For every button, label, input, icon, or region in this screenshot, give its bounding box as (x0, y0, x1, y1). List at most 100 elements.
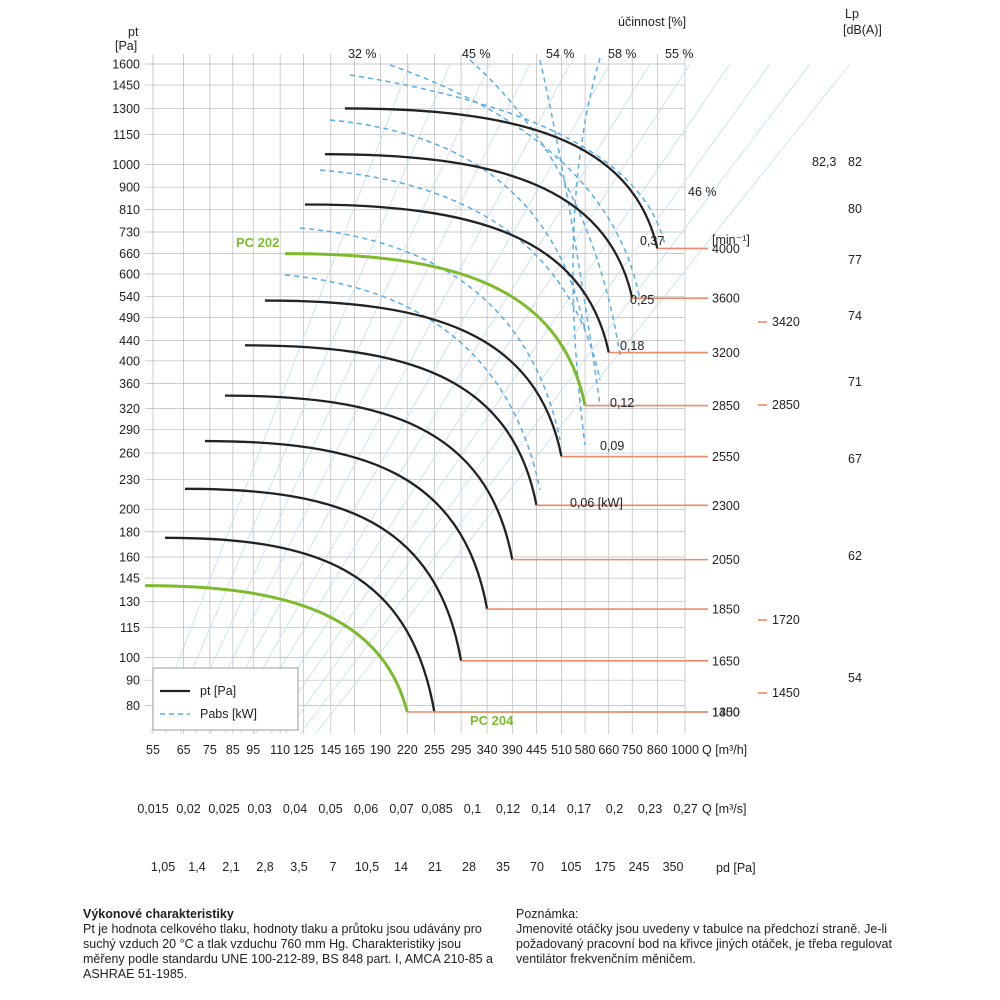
power-label: 0,06 [kW] (570, 496, 623, 510)
speed-label: 3200 (712, 346, 740, 360)
flow-s-tick: 0,04 (283, 802, 307, 816)
flow-h-tick: 445 (526, 743, 547, 757)
flow-h-tick: 1000 (671, 743, 699, 757)
dynamic-tick: 175 (595, 860, 616, 874)
noise-marker: 82,3 (812, 155, 836, 169)
dynamic-tick: 1,05 (151, 860, 175, 874)
pt-curve (204, 439, 489, 610)
dynamic-tick: 105 (561, 860, 582, 874)
y-tick-label: 440 (119, 334, 140, 348)
flow-s-tick: 0,12 (496, 802, 520, 816)
noise-value: 67 (848, 452, 862, 466)
efficiency-inner-label: 46 % (688, 185, 717, 199)
flow-h-tick: 145 (320, 743, 341, 757)
efficiency-curve (389, 64, 641, 301)
flow-s-tick: 0,07 (389, 802, 413, 816)
pt-curve (184, 487, 463, 662)
system-line (239, 63, 651, 735)
y-tick-label: 115 (120, 621, 140, 635)
speed-label: 1450 (712, 706, 740, 720)
speed-unit-label: [min⁻¹] (712, 233, 750, 247)
y-tick-label: 490 (119, 311, 140, 325)
flow-h-tick: 125 (293, 743, 314, 757)
y-tick-label: 1450 (112, 79, 140, 93)
y-tick-label: 290 (119, 423, 140, 437)
efficiency-label: 45 % (462, 47, 491, 61)
noise-value: 54 (848, 671, 862, 685)
flow-s-tick: 0,03 (247, 802, 271, 816)
legend-box (152, 667, 299, 731)
pt-curve (244, 344, 538, 506)
flow-s-tick: 0,17 (567, 802, 591, 816)
flow-s-tick: 0,02 (176, 802, 200, 816)
flow-s-tick: 0,2 (606, 802, 623, 816)
intermediate-speed-label: 1720 (772, 613, 800, 627)
flow-s-tick: 0,14 (531, 802, 555, 816)
y-tick-label: 1300 (112, 102, 140, 116)
y-tick-label: 810 (119, 203, 140, 217)
dynamic-tick: 2,1 (222, 860, 239, 874)
efficiency-axis-label: účinnost [%] (618, 15, 686, 29)
y-tick-label: 145 (119, 572, 140, 586)
remark-title: Poznámka: (516, 907, 579, 921)
dynamic-tick: 21 (428, 860, 442, 874)
speed-label: 2300 (712, 499, 740, 513)
y-tick-label: 230 (119, 473, 140, 487)
efficiency-label: 32 % (348, 47, 377, 61)
efficiency-curve (349, 74, 666, 246)
system-line (284, 63, 771, 735)
pt-curves (144, 107, 659, 713)
power-label: 0,12 (610, 396, 634, 410)
dynamic-tick: 350 (663, 860, 684, 874)
flow-h-tick: 55 (146, 743, 160, 757)
dynamic-tick: 14 (394, 860, 408, 874)
flow-h-tick: 75 (203, 743, 217, 757)
y-tick-label: 1000 (112, 158, 140, 172)
y-tick-label: 160 (119, 551, 140, 565)
flow-h-tick: 390 (502, 743, 523, 757)
flow-s-tick: 0,085 (421, 802, 452, 816)
pt-curve (224, 394, 514, 560)
grid (145, 54, 686, 734)
efficiency-curve (572, 57, 601, 446)
power-curve (299, 227, 561, 441)
pt-curve (144, 584, 409, 713)
y-tick-label: 80 (126, 699, 140, 713)
pt-curve (164, 536, 436, 713)
y-tick-label: 900 (119, 181, 140, 195)
flow-h-tick: 750 (622, 743, 643, 757)
pt-curve (304, 203, 610, 353)
flow-s-tick: 0,23 (638, 802, 662, 816)
y-tick-label: 180 (119, 525, 140, 539)
y-axis-label: pt (128, 25, 139, 39)
flow-h-tick: 85 (226, 743, 240, 757)
flow-h-unit: Q [m³/h] (702, 743, 747, 757)
remark-text: Jmenovité otáčky jsou uvedeny v tabulce … (516, 922, 892, 966)
noise-axis-unit: [dB(A)] (843, 23, 882, 37)
flow-h-tick: 110 (270, 743, 290, 757)
power-label: 0,18 (620, 339, 644, 353)
y-tick-label: 200 (119, 503, 140, 517)
y-tick-label: 400 (119, 354, 140, 368)
pt-curve (284, 252, 587, 406)
noise-value: 74 (848, 309, 862, 323)
system-line (299, 63, 811, 735)
flow-s-tick: 0,025 (208, 802, 239, 816)
dynamic-tick: 3,5 (290, 860, 307, 874)
y-tick-label: 90 (126, 674, 140, 688)
dynamic-tick: 70 (530, 860, 544, 874)
pt-curve (344, 107, 659, 249)
y-tick-label: 100 (119, 651, 140, 665)
y-tick-label: 1150 (113, 128, 140, 142)
efficiency-label: 55 % (665, 47, 694, 61)
flow-h-tick: 65 (177, 743, 191, 757)
performance-notes-title: Výkonové charakteristiky (83, 907, 234, 921)
flow-h-tick: 165 (344, 743, 365, 757)
power-curve (284, 274, 541, 491)
flow-h-tick: 220 (397, 743, 418, 757)
noise-value: 80 (848, 202, 862, 216)
y-axis-unit: [Pa] (115, 39, 137, 53)
performance-notes-text: Pt je hodnota celkového tlaku, hodnoty t… (83, 922, 493, 981)
speed-label: 2850 (712, 399, 740, 413)
dynamic-tick: 35 (496, 860, 510, 874)
